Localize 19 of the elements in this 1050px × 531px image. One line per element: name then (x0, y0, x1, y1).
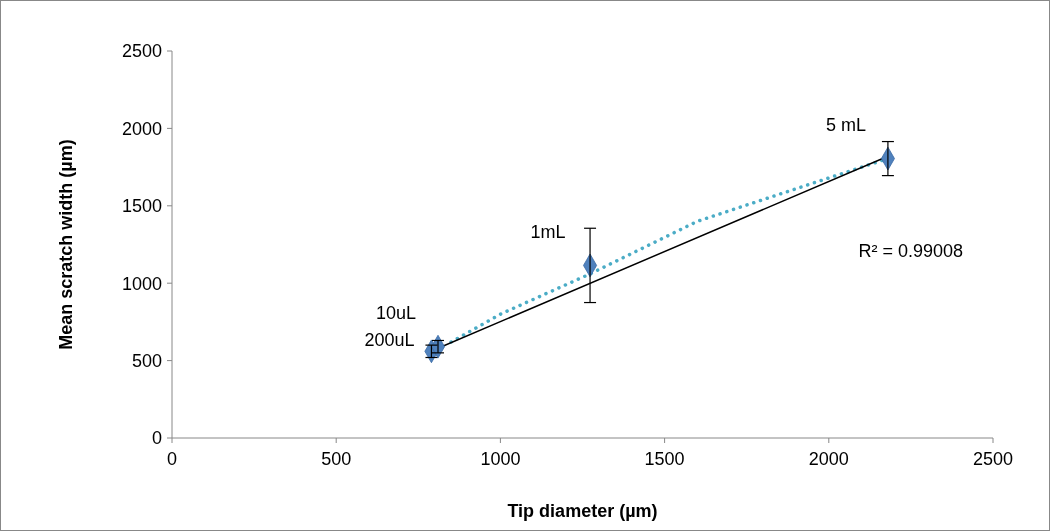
x-axis-title: Tip diameter (µm) (507, 501, 658, 521)
y-tick-label: 1500 (121, 196, 162, 217)
x-tick-label: 0 (166, 449, 178, 469)
annotation: 200uL (364, 329, 415, 350)
x-tick-label: 2000 (808, 449, 849, 469)
y-tick-label: 500 (131, 350, 162, 371)
annotation: 10uL (375, 302, 417, 323)
y-tick-label: 0 (151, 428, 162, 449)
x-tick-label: 1500 (644, 449, 685, 469)
x-tick-label: 1000 (480, 449, 521, 469)
y-tick-label: 2000 (121, 118, 162, 139)
y-tick-label: 2500 (121, 41, 162, 62)
annotation: R² = 0.99008 (858, 240, 963, 261)
annotation: 1mL (530, 221, 566, 242)
y-axis-title: Mean scratch width (µm) (56, 139, 76, 350)
annotation: 5 mL (825, 114, 866, 135)
x-tick-label: 500 (321, 449, 352, 469)
y-tick-label: 1000 (121, 273, 162, 294)
x-tick-label: 2500 (972, 449, 1014, 469)
